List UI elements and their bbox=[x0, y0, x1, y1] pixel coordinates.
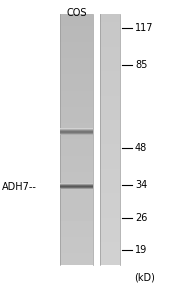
Text: 34: 34 bbox=[135, 180, 147, 190]
Text: COS: COS bbox=[66, 8, 87, 18]
Text: ADH7--: ADH7-- bbox=[2, 182, 37, 192]
Text: 117: 117 bbox=[135, 23, 153, 33]
Text: 26: 26 bbox=[135, 213, 147, 223]
Text: (kD): (kD) bbox=[134, 272, 155, 282]
Text: 85: 85 bbox=[135, 60, 147, 70]
Text: 48: 48 bbox=[135, 143, 147, 153]
Text: 19: 19 bbox=[135, 245, 147, 255]
